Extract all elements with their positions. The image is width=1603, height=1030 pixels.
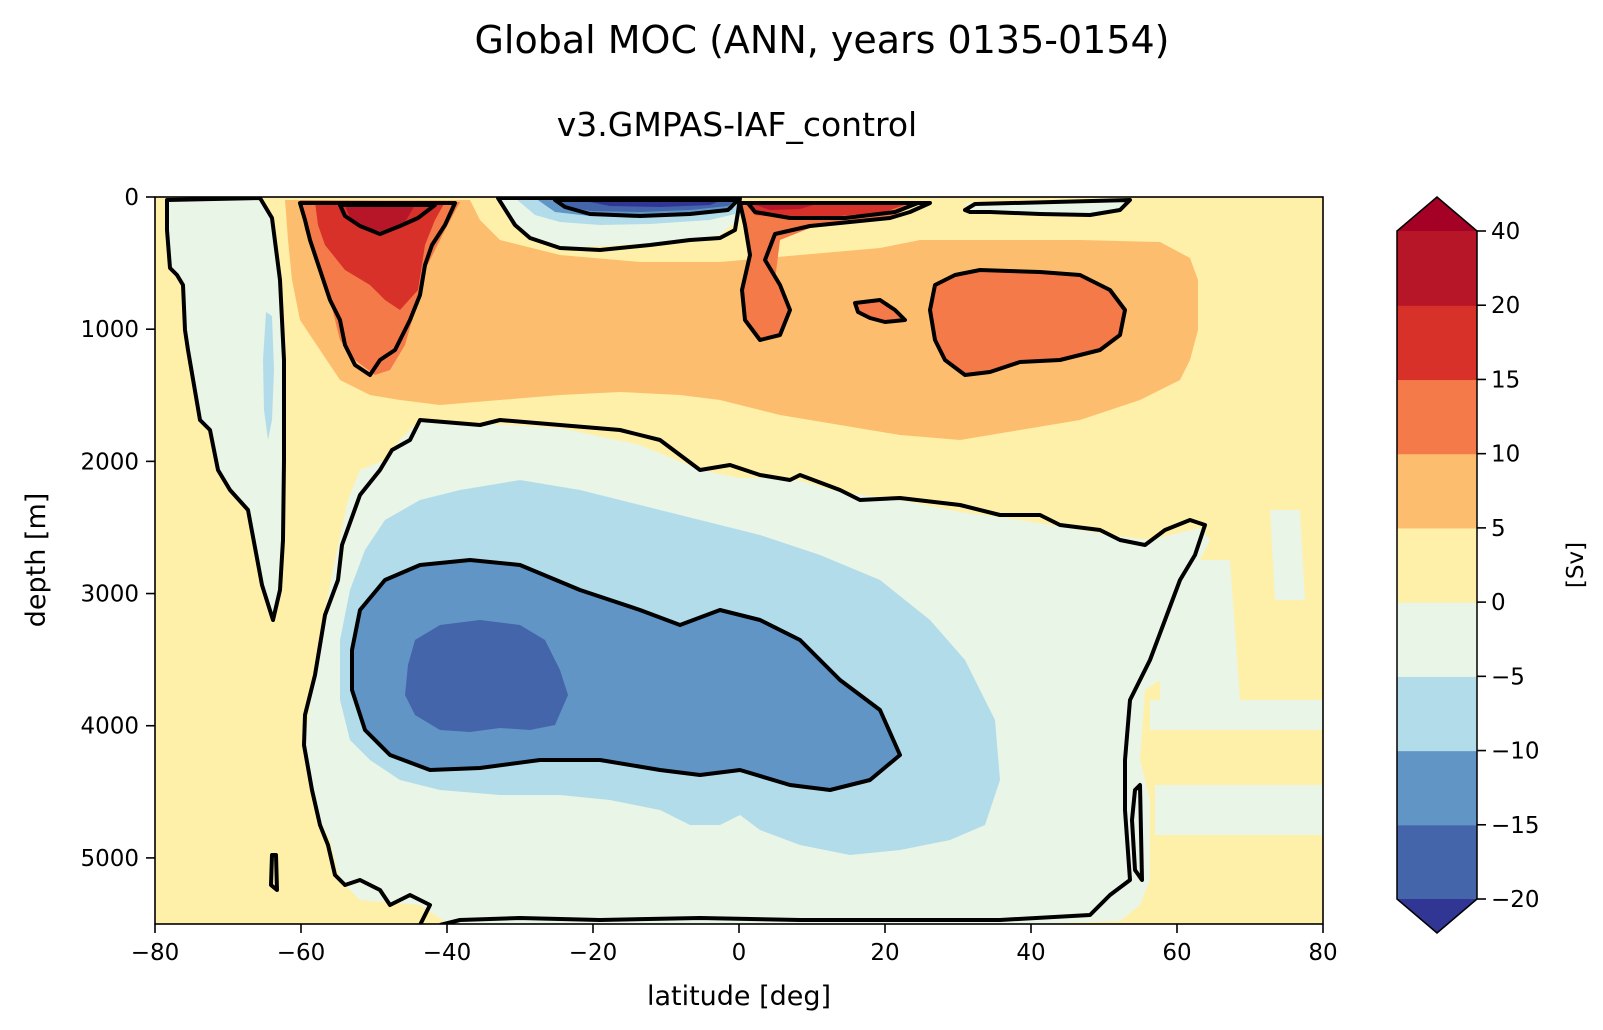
filled-region-high-latitude-neg5-0-a: [1160, 560, 1240, 700]
colorbar-segment: [1397, 379, 1477, 455]
x-tick-label: 40: [1016, 940, 1045, 966]
filled-region-high-latitude-neg5-0-b: [1155, 785, 1323, 835]
colorbar-segment: [1397, 305, 1477, 381]
contour-twenty-north-subtropical: [746, 201, 920, 220]
filled-region-north-subtropical-10-15: [740, 203, 920, 340]
contour-ten-north-subtropical: [738, 201, 932, 342]
filled-region-high-latitude-neg5-0-d: [1150, 700, 1323, 730]
x-tick-label: 0: [732, 940, 747, 966]
x-tick-label: 60: [1162, 940, 1191, 966]
y-tick-label: 5000: [80, 846, 139, 872]
chart-title: Global MOC (ANN, years 0135-0154): [474, 18, 1169, 62]
colorbar-tick-label: −15: [1491, 813, 1540, 839]
colorbar-tick-label: −20: [1491, 887, 1540, 913]
x-tick-label: −20: [569, 940, 618, 966]
contour-ten-deacon-cell: [298, 201, 457, 377]
colorbar-under-extension: [1397, 899, 1477, 933]
filled-region-high-latitude-neg5-0-c: [1270, 510, 1305, 600]
colorbar-over-extension: [1397, 197, 1477, 231]
contour-neg10-subtropical-inner: [553, 198, 740, 218]
contour-ten-upper-cell: [928, 268, 1127, 377]
colorbar-tick-label: 15: [1491, 367, 1520, 393]
colorbar-tick-label: 5: [1491, 516, 1506, 542]
colorbar-tick-label: −5: [1491, 664, 1525, 690]
colorbar-segment: [1397, 602, 1477, 677]
colorbar-segment: [1397, 824, 1477, 900]
contour-neg10-abyssal-core: [350, 558, 902, 792]
colorbar: −20 −15 −10 −5 0 5 10 15 20 40: [1396, 196, 1540, 934]
colorbar-segment: [1397, 676, 1477, 752]
filled-region-below-neg15: [405, 620, 568, 732]
y-tick-label: 4000: [80, 714, 139, 740]
contour-zero-deep-cell: [302, 418, 1207, 924]
filled-region-neg5-0-ice-pocket: [263, 312, 274, 440]
colorbar-tick-label: 20: [1491, 293, 1520, 319]
colorbar-segment: [1397, 453, 1477, 529]
contour-neg10-south-subtropical: [496, 197, 742, 252]
contour-zero-northeast: [963, 198, 1132, 217]
y-tick-label: 1000: [80, 317, 139, 343]
y-tick-label: 3000: [80, 582, 139, 608]
contour-zero-south-polar-cell: [165, 197, 286, 622]
chart-subtitle: v3.GMPAS-IAF_control: [557, 105, 917, 144]
filled-region-upper-cell-10-15: [930, 270, 1125, 375]
filled-region-5-10: [285, 200, 1198, 440]
x-tick-label: 80: [1308, 940, 1337, 966]
filled-region-15-20: [315, 202, 445, 310]
colorbar-tick-label: 40: [1491, 219, 1520, 245]
x-tick-label: −60: [277, 940, 326, 966]
x-tick-label: −40: [423, 940, 472, 966]
contour-zero-high-latitude-tube: [1130, 783, 1144, 882]
colorbar-segment: [1397, 527, 1477, 603]
y-axis-label: depth [m]: [21, 493, 52, 628]
contour-ten-small-patch: [853, 298, 907, 324]
colorbar-tick-label: 0: [1491, 590, 1506, 616]
colorbar-segment: [1397, 750, 1477, 826]
plot-area: [155, 197, 1323, 924]
x-tick-label: −80: [131, 940, 180, 966]
x-axis-label: latitude [deg]: [647, 981, 831, 1012]
y-axis: 0 1000 2000 3000 4000 5000: [80, 185, 155, 872]
contour-lines: [165, 197, 1207, 924]
colorbar-label: [Sv]: [1563, 542, 1589, 588]
x-tick-label: 20: [870, 940, 899, 966]
contour-zero-deep-south-island: [269, 853, 279, 892]
contour-twenty-deacon-core: [338, 203, 437, 236]
colorbar-tick-label: −10: [1491, 739, 1540, 765]
colorbar-tick-label: 10: [1491, 442, 1520, 468]
y-tick-label: 0: [124, 185, 139, 211]
filled-region-neg15-neg10: [352, 560, 900, 790]
y-tick-label: 2000: [80, 449, 139, 475]
colorbar-segment: [1397, 231, 1477, 306]
filled-region-neg5-0-south: [167, 198, 284, 620]
x-axis: −80 −60 −40 −20 0 20 40 60 80: [131, 924, 1338, 966]
